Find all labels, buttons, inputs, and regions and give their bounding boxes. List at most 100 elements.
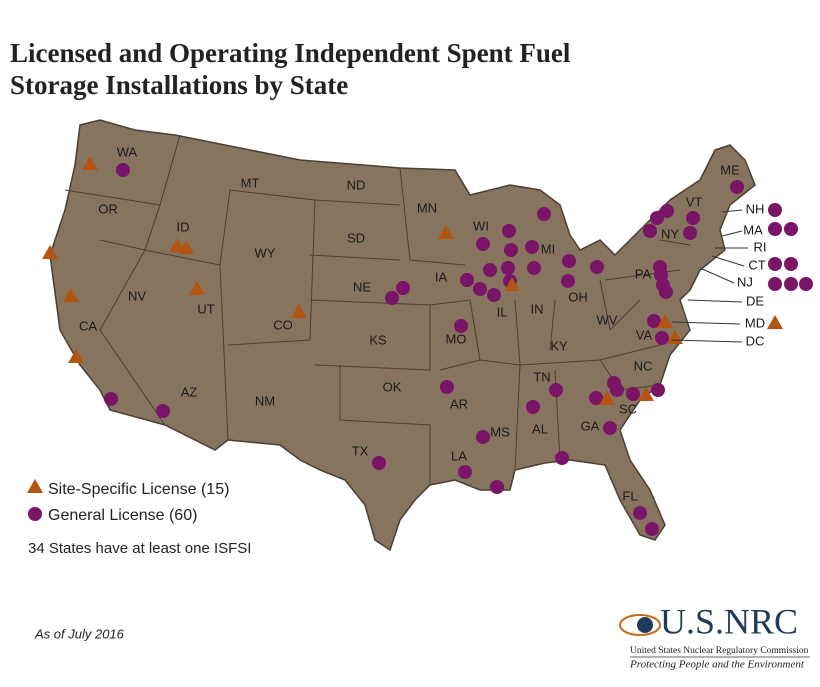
state-label: RI xyxy=(754,239,767,254)
state-label: GA xyxy=(581,418,600,433)
site-license-marker xyxy=(767,315,783,329)
state-label: MN xyxy=(417,200,437,215)
general-license-marker xyxy=(561,274,575,288)
state-label: IA xyxy=(435,269,448,284)
site-license-marker xyxy=(291,304,307,318)
general-license-marker xyxy=(527,261,541,275)
legend-note: 34 States have at least one ISFSI xyxy=(28,540,251,557)
state-label: NM xyxy=(255,393,275,408)
state-label: DE xyxy=(746,293,764,308)
state-label: MS xyxy=(490,424,510,439)
state-label: AZ xyxy=(181,384,198,399)
state-label: UT xyxy=(197,301,214,316)
general-license-marker xyxy=(460,273,474,287)
motto: Protecting People and the Environment xyxy=(629,659,805,671)
state-label: MT xyxy=(241,175,260,190)
legend-label: General License (60) xyxy=(48,507,197,524)
general-license-marker xyxy=(660,204,674,218)
general-license-marker xyxy=(562,254,576,268)
state-label: LA xyxy=(451,448,467,463)
state-label: OR xyxy=(98,201,118,216)
state-label: ME xyxy=(720,162,740,177)
general-license-marker xyxy=(651,383,665,397)
site-license-marker xyxy=(178,240,194,254)
general-license-marker xyxy=(589,391,603,405)
state-label: TX xyxy=(352,443,369,458)
state-label: OK xyxy=(383,379,402,394)
leader-lines xyxy=(671,209,748,343)
site-license-marker xyxy=(169,238,185,252)
state-label: SC xyxy=(619,401,637,416)
general-license-marker xyxy=(655,331,669,345)
state-label: CO xyxy=(273,317,293,332)
legend-label: Site-Specific License (15) xyxy=(48,481,229,498)
general-license-marker xyxy=(396,281,410,295)
state-label: MI xyxy=(541,241,555,256)
state-label: FL xyxy=(622,488,637,503)
state-label: MA xyxy=(743,222,763,237)
state-label: WV xyxy=(597,312,618,327)
site-license-marker xyxy=(82,156,98,170)
us-map xyxy=(49,119,756,552)
general-license-marker xyxy=(549,383,563,397)
logo-icon xyxy=(619,614,661,636)
site-license-marker xyxy=(68,349,84,363)
state-label: KY xyxy=(550,338,568,353)
general-license-marker xyxy=(28,507,42,521)
site-license-marker xyxy=(189,281,205,295)
state-label: AR xyxy=(450,396,468,411)
general-license-marker xyxy=(476,237,490,251)
general-license-marker xyxy=(626,387,640,401)
general-license-marker xyxy=(483,263,497,277)
general-license-marker xyxy=(156,404,170,418)
date-note: As of July 2016 xyxy=(34,626,125,641)
general-license-marker xyxy=(768,257,782,271)
general-license-marker xyxy=(590,260,604,274)
general-license-marker xyxy=(537,207,551,221)
general-license-marker xyxy=(458,465,472,479)
general-license-marker xyxy=(525,240,539,254)
state-label: CT xyxy=(748,257,765,272)
state-label: NE xyxy=(353,279,371,294)
general-license-marker xyxy=(768,203,782,217)
site-license-marker xyxy=(657,314,673,328)
general-license-marker xyxy=(799,277,813,291)
site-license-marker xyxy=(27,479,43,493)
state-label: IL xyxy=(497,304,508,319)
general-license-marker xyxy=(501,261,515,275)
general-license-marker xyxy=(647,314,661,328)
general-license-marker xyxy=(385,291,399,305)
general-license-marker xyxy=(104,392,118,406)
state-label: NC xyxy=(634,358,653,373)
general-license-marker xyxy=(504,243,518,257)
site-license-marker xyxy=(438,225,454,239)
site-license-marker xyxy=(63,288,79,302)
site-license-marker xyxy=(638,387,654,401)
general-license-marker xyxy=(116,163,130,177)
state-label: NJ xyxy=(737,274,753,289)
title-line: Storage Installations by State xyxy=(10,70,348,100)
logo-icon xyxy=(637,617,653,633)
state-label: WA xyxy=(117,144,138,159)
general-license-marker xyxy=(730,180,744,194)
logo-text: U.S.NRC xyxy=(660,601,798,641)
general-license-marker xyxy=(645,522,659,536)
general-license-marker xyxy=(502,224,516,238)
general-license-marker xyxy=(768,277,782,291)
state-label: CA xyxy=(79,318,97,333)
site-license-marker xyxy=(599,391,615,405)
agency-name: United States Nuclear Regulatory Commiss… xyxy=(630,646,809,656)
site-license-marker xyxy=(42,245,58,259)
state-label: TN xyxy=(533,369,550,384)
state-label: DC xyxy=(746,333,765,348)
state-label: WI xyxy=(473,218,489,233)
general-license-marker xyxy=(454,319,468,333)
general-license-marker xyxy=(555,451,569,465)
general-license-marker xyxy=(476,430,490,444)
general-license-marker xyxy=(784,257,798,271)
general-license-marker xyxy=(768,222,782,236)
state-label: VA xyxy=(636,327,653,342)
general-license-marker xyxy=(487,288,501,302)
general-license-marker xyxy=(784,222,798,236)
